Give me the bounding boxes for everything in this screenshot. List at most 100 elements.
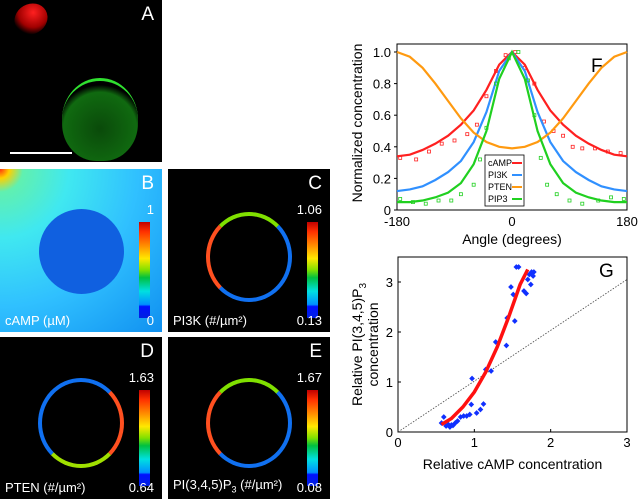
data-point-PIP3 bbox=[580, 201, 585, 206]
y-tick-label: 1 bbox=[386, 375, 393, 390]
panel-c-pi3k-map: C 1.06 0.13 PI3K (#/µm²) bbox=[168, 169, 330, 332]
series-line-PTEN bbox=[396, 50, 628, 150]
data-point-PIP3 bbox=[609, 195, 613, 200]
y-axis-label: Normalized concentration bbox=[349, 44, 365, 203]
data-point bbox=[477, 406, 484, 413]
data-point-PIP3 bbox=[471, 182, 476, 187]
data-point-PIP3 bbox=[458, 192, 463, 197]
colorbar bbox=[139, 222, 150, 318]
data-point-PIP3 bbox=[621, 197, 626, 201]
data-point-PIP3 bbox=[398, 197, 403, 201]
data-point bbox=[469, 375, 475, 382]
y-tick-label: 0 bbox=[384, 203, 391, 218]
data-point-cAMP bbox=[503, 53, 508, 58]
x-tick-label: 2 bbox=[547, 435, 554, 450]
x-tick-label: -180 bbox=[384, 214, 410, 229]
membrane-ring bbox=[38, 378, 124, 468]
data-point bbox=[527, 281, 534, 288]
y-tick-label: 3 bbox=[386, 275, 393, 290]
panel-label: D bbox=[140, 341, 154, 362]
colorbar bbox=[307, 390, 318, 486]
panel-d-pten-map: D 1.63 0.64 PTEN (#/µm²) bbox=[0, 337, 162, 499]
y-label-sub: 3 bbox=[358, 283, 369, 289]
x-tick-label: 180 bbox=[616, 214, 638, 229]
y-tick-label: 0.4 bbox=[373, 140, 391, 155]
data-point bbox=[468, 401, 475, 408]
data-point-cAMP bbox=[474, 122, 479, 127]
panel-label: E bbox=[309, 341, 322, 362]
data-point-PIP3 bbox=[526, 78, 530, 83]
y-tick-label: 0.2 bbox=[373, 171, 391, 186]
data-point-PIP3 bbox=[567, 198, 572, 203]
data-point-PIP3 bbox=[436, 198, 441, 203]
colorbar-min: 0 bbox=[146, 313, 154, 328]
data-point-PIP3 bbox=[478, 157, 482, 162]
data-point-PIP3 bbox=[423, 201, 428, 206]
colorbar bbox=[307, 222, 318, 318]
panel-label: C bbox=[308, 173, 322, 194]
chart-g-pip3-vs-camp: 0 1 2 3 0 1 2 3 G Relative cAMP concentration Rela… bbox=[349, 256, 631, 472]
data-point-cAMP bbox=[570, 144, 575, 149]
data-point-cAMP bbox=[465, 132, 470, 137]
panel-caption: cAMP (µM) bbox=[5, 313, 71, 328]
panel-b-camp-map: B 1 0 cAMP (µM) bbox=[0, 169, 162, 332]
plot-frame bbox=[397, 256, 628, 433]
colorbar-min: 0.08 bbox=[296, 480, 322, 495]
y-tick-label: 1.0 bbox=[373, 45, 391, 60]
panel-caption: PTEN (#/µm²) bbox=[5, 480, 86, 495]
colorbar-max: 1 bbox=[146, 202, 154, 217]
legend-label: PTEN bbox=[488, 182, 512, 192]
data-point-PIP3 bbox=[516, 50, 521, 54]
y-axis-label-line2: concentration bbox=[365, 302, 381, 386]
colorbar-max: 1.06 bbox=[296, 202, 322, 217]
data-point bbox=[440, 414, 447, 420]
x-tick-label: 1 bbox=[471, 435, 478, 450]
data-point-cAMP bbox=[439, 141, 444, 146]
panel-label: F bbox=[591, 56, 603, 77]
data-point-cAMP bbox=[484, 94, 489, 99]
legend-label: PI3K bbox=[488, 170, 508, 180]
green-cell bbox=[62, 78, 138, 161]
y-label-main: Relative PI(3,4,5)P bbox=[349, 289, 365, 407]
panel-caption: PI3K (#/µm²) bbox=[173, 313, 247, 328]
scale-bar bbox=[10, 152, 72, 154]
data-point-cAMP bbox=[452, 138, 457, 143]
y-tick-label: 0.6 bbox=[373, 108, 391, 123]
legend-label: cAMP bbox=[488, 158, 512, 168]
colorbar-max: 1.63 bbox=[128, 370, 154, 385]
data-point bbox=[473, 410, 480, 416]
caption-sub: 3 bbox=[231, 485, 237, 495]
y-tick-label: 0 bbox=[386, 425, 393, 440]
data-point bbox=[503, 342, 510, 349]
data-point-PIP3 bbox=[545, 182, 550, 187]
caption-main: PI(3,4,5)P bbox=[173, 477, 232, 493]
data-point bbox=[460, 413, 467, 419]
x-tick-label: 0 bbox=[394, 435, 401, 450]
x-axis-label: Relative cAMP concentration bbox=[423, 456, 603, 472]
panel-label: A bbox=[141, 4, 154, 25]
x-tick-label: 3 bbox=[623, 435, 630, 450]
y-tick-label: 0.8 bbox=[373, 77, 391, 92]
colorbar-min: 0.13 bbox=[296, 313, 322, 328]
data-point bbox=[480, 401, 487, 407]
x-axis-label: Angle (degrees) bbox=[462, 231, 562, 247]
caption-tail: (#/µm²) bbox=[236, 477, 283, 493]
y-axis-label-line1: Relative PI(3,4,5)P3 bbox=[349, 283, 369, 407]
panel-caption: PI(3,4,5)P3 (#/µm²) bbox=[173, 477, 282, 495]
y-tick-label: 2 bbox=[386, 325, 393, 340]
panel-label: B bbox=[141, 173, 154, 194]
colorbar-min: 0.64 bbox=[128, 480, 154, 495]
data-point-cAMP bbox=[580, 146, 585, 151]
legend-label: PIP3 bbox=[488, 194, 508, 204]
series-line-PIP3 bbox=[397, 49, 627, 204]
panel-label: G bbox=[599, 261, 614, 282]
data-point bbox=[488, 368, 494, 374]
x-tick-label: 0 bbox=[508, 214, 515, 229]
panel-a-micrograph: A bbox=[0, 0, 162, 162]
membrane-ring bbox=[206, 378, 292, 468]
identity-reference-line bbox=[397, 279, 628, 433]
colorbar-max: 1.67 bbox=[296, 370, 322, 385]
data-point-PIP3 bbox=[449, 198, 454, 203]
data-point-cAMP bbox=[414, 157, 419, 162]
